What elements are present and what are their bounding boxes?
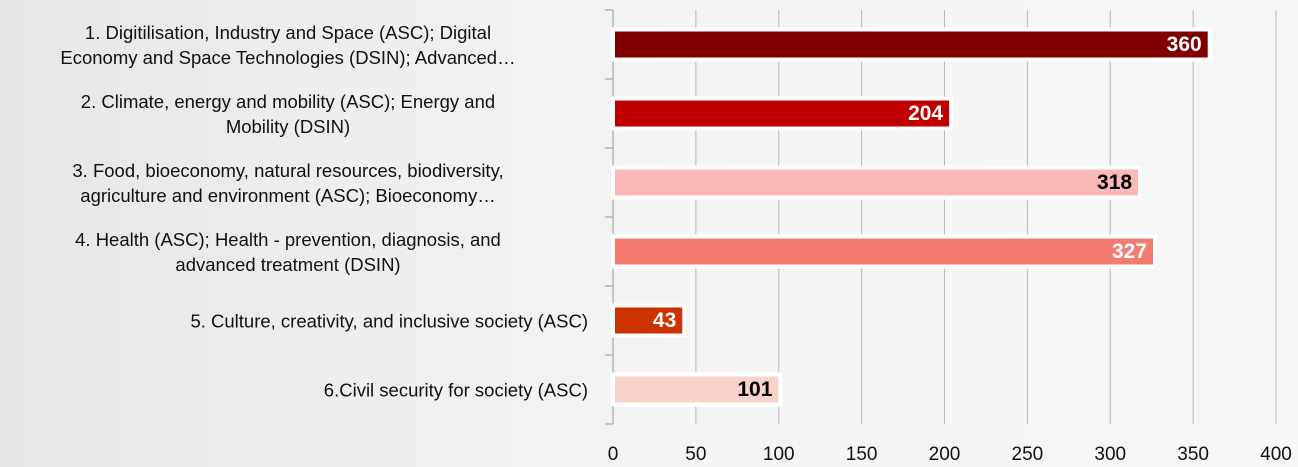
bar xyxy=(611,372,783,407)
bar xyxy=(611,165,1143,200)
x-tick-label: 200 xyxy=(929,444,961,465)
x-tick-label: 0 xyxy=(608,444,619,465)
x-tick-label: 300 xyxy=(1094,444,1126,465)
x-tick-label: 350 xyxy=(1177,444,1209,465)
x-tick-label: 150 xyxy=(846,444,878,465)
value-label: 318 xyxy=(1097,171,1132,194)
x-tick-label: 100 xyxy=(763,444,795,465)
value-label: 327 xyxy=(1112,240,1147,263)
category-label: 5. Culture, creativity, and inclusive so… xyxy=(190,310,588,331)
category-label: 3. Food, bioeconomy, natural resources, … xyxy=(72,159,504,206)
bar xyxy=(611,303,687,338)
category-label: 2. Climate, energy and mobility (ASC); E… xyxy=(80,90,496,137)
x-tick-label: 50 xyxy=(685,444,706,465)
value-label: 43 xyxy=(653,309,676,332)
value-label: 204 xyxy=(908,102,943,125)
bar xyxy=(611,27,1212,62)
bar xyxy=(611,234,1158,269)
x-tick-label: 250 xyxy=(1012,444,1044,465)
category-label: 1. Digitilisation, Industry and Space (A… xyxy=(60,21,516,68)
bar xyxy=(611,96,954,131)
value-label: 360 xyxy=(1167,33,1202,56)
x-tick-label: 400 xyxy=(1260,444,1292,465)
value-label: 101 xyxy=(737,378,772,401)
category-label: 6.Civil security for society (ASC) xyxy=(323,379,588,400)
category-label: 4. Health (ASC); Health - prevention, di… xyxy=(75,228,501,275)
